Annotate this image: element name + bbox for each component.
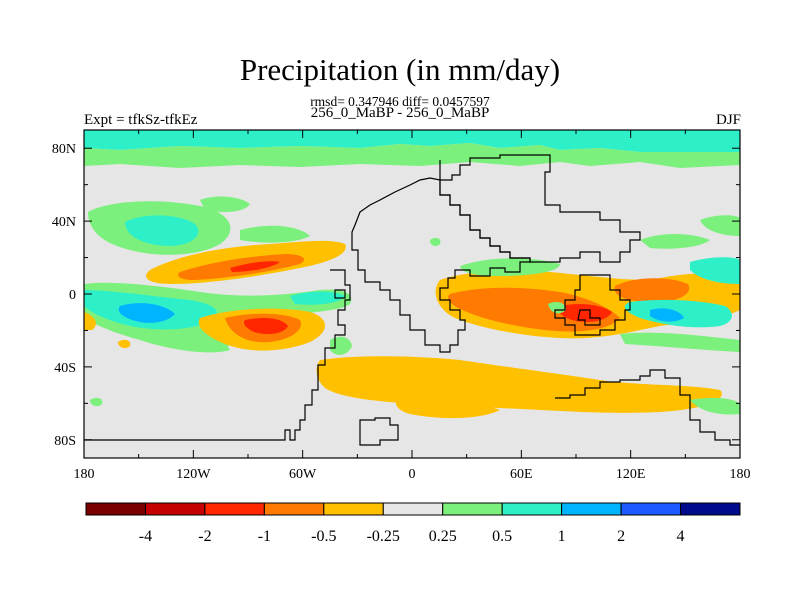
coast-antarctica: [555, 369, 740, 446]
coast-seasia: [554, 274, 631, 336]
coast-antarctic-island: [359, 417, 399, 446]
colorbar-swatch: [144, 502, 206, 516]
coast-south-america: [84, 269, 351, 441]
colorbar-swatch: [263, 502, 325, 516]
chart-title: Precipitation (in mm/day): [239, 52, 561, 87]
wpac-orange: [614, 278, 690, 302]
colorbar-label: -0.25: [367, 528, 400, 545]
colorbar-swatch: [680, 502, 741, 516]
x-tick-label: 120W: [176, 467, 211, 482]
case-line: 256_0_MaBP - 256_0_MaBP: [310, 105, 490, 121]
contour-fields: [84, 130, 740, 419]
y-tick-label: 80S: [54, 434, 76, 449]
coast-sa-inner: [334, 289, 346, 299]
colorbar-label: -2: [198, 528, 211, 545]
season-label: DJF: [715, 112, 741, 128]
wpac-blue: [650, 308, 684, 322]
npac-e-cyan: [690, 257, 740, 284]
x-tick-label: 180: [74, 467, 95, 482]
natl-green: [200, 196, 250, 212]
x-tick-label: 120E: [616, 467, 646, 482]
x-tick-label: 60E: [510, 467, 533, 482]
y-tick-label: 40N: [52, 215, 76, 230]
y-tick-label: 40S: [54, 361, 76, 376]
epac-green-s: [620, 332, 740, 352]
axis-ticks: 180 120W 60W 0 60E 120E 180 80N 40N 0 40S 80S: [52, 130, 751, 482]
soc-yellow-2: [395, 397, 500, 419]
y-tick-label: 0: [69, 288, 76, 303]
colorbar-swatch: [85, 502, 146, 516]
colorbar-label: 0.5: [492, 528, 512, 545]
colorbar-swatch: [442, 502, 503, 516]
colorbar: -4 -2 -1 -0.5 -0.25 0.25 0.5 1 2 4: [85, 502, 741, 545]
x-tick-label: 0: [409, 467, 416, 482]
coast-africa-eurasia-west: [351, 177, 531, 353]
npac-green-2: [240, 225, 310, 243]
arctic-band-green: [84, 143, 740, 168]
natl-green-2: [430, 237, 441, 247]
x-tick-label: 60W: [289, 467, 317, 482]
eq-pac-cyan-2: [290, 291, 345, 305]
spac-yellow-small: [118, 339, 131, 349]
colorbar-swatch: [323, 502, 384, 516]
colorbar-swatch: [382, 502, 444, 516]
spcz-red: [244, 318, 288, 334]
io-green: [460, 258, 560, 276]
colorbar-label: -0.5: [311, 528, 336, 545]
y-tick-label: 80N: [52, 142, 76, 157]
continent-outlines: [84, 154, 740, 446]
pac-itcz-n-red: [230, 261, 280, 272]
coast-islands: [577, 309, 601, 326]
colorbar-label: 1: [558, 528, 566, 545]
colorbar-label: 2: [617, 528, 625, 545]
colorbar-label: 0.25: [429, 528, 457, 545]
colorbar-label: -1: [258, 528, 271, 545]
expt-label: Expt = tfkSz-tfkEz: [84, 112, 198, 128]
colorbar-swatch: [204, 502, 265, 516]
eq-pac-blue: [118, 303, 175, 323]
colorbar-label: -4: [139, 528, 152, 545]
colorbar-swatch: [501, 502, 563, 516]
colorbar-label: 4: [677, 528, 685, 545]
wpac-green: [640, 234, 710, 249]
sw-green: [90, 397, 103, 407]
x-tick-label: 180: [730, 467, 751, 482]
eq-pac-yellow: [84, 312, 96, 330]
npac-e-green: [700, 215, 740, 236]
stats-line: rmsd= 0.347946 diff= 0.0457597: [310, 94, 490, 109]
colorbar-swatch: [620, 502, 682, 516]
colorbar-swatch: [561, 502, 622, 516]
soc-green: [690, 397, 740, 415]
npac-cyan: [125, 215, 199, 246]
arctic-band-cyan: [84, 130, 740, 152]
